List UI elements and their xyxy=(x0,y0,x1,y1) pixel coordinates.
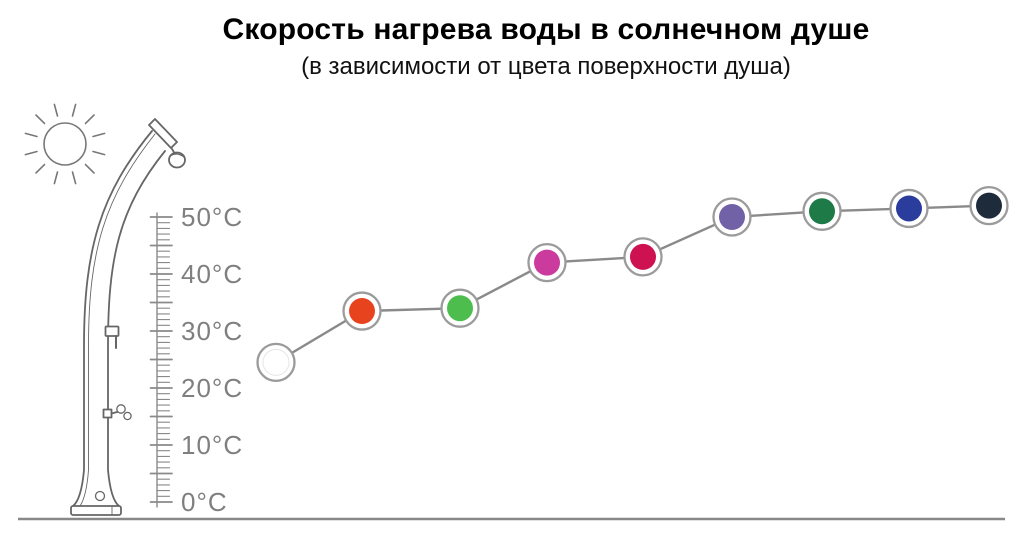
solar-shower-icon xyxy=(70,118,186,516)
sun-ray xyxy=(35,163,46,174)
data-point-crimson xyxy=(623,237,663,277)
sun-ray xyxy=(84,114,95,125)
point-fill-white xyxy=(262,348,290,376)
data-point-purple xyxy=(712,197,752,237)
point-fill-dark-green xyxy=(809,198,835,225)
sun-ray xyxy=(71,103,77,117)
point-fill-magenta xyxy=(534,249,560,276)
sun-ray xyxy=(24,150,38,156)
heating-trend-line xyxy=(275,204,990,364)
sun-ray xyxy=(24,132,38,138)
sun-ray xyxy=(35,114,46,125)
sun-ray xyxy=(53,103,59,117)
point-fill-purple xyxy=(719,204,745,230)
data-point-green xyxy=(440,288,480,328)
axis-tick-label: 0°C xyxy=(181,487,228,517)
axis-tick-label: 50°C xyxy=(181,202,244,232)
sun-ray xyxy=(53,171,59,185)
point-fill-navy-black xyxy=(976,192,1002,219)
point-fill-orange-red xyxy=(349,298,375,325)
sun-icon xyxy=(24,103,106,185)
point-fill-green xyxy=(447,295,473,322)
axis-tick-label: 40°C xyxy=(181,259,244,289)
point-fill-crimson xyxy=(630,243,656,270)
data-point-white xyxy=(256,342,296,383)
sun-ray xyxy=(84,163,95,174)
data-point-blue xyxy=(889,188,929,229)
axis-tick-label: 20°C xyxy=(181,373,244,403)
data-point-navy-black xyxy=(969,185,1009,226)
sun-ray xyxy=(92,132,106,138)
chart-subtitle: (в зависимости от цвета поверхности душа… xyxy=(301,53,791,80)
sun-ray xyxy=(92,150,106,156)
data-point-orange-red xyxy=(342,291,382,331)
thermometer-ruler-icon xyxy=(149,212,173,508)
axis-tick-label: 10°C xyxy=(181,430,244,460)
heating-line-chart xyxy=(256,185,1009,383)
data-point-dark-green xyxy=(802,191,842,231)
point-fill-blue xyxy=(896,195,922,222)
sun-ray xyxy=(71,171,77,185)
chart-title: Скорость нагрева воды в солнечном душе xyxy=(222,13,870,46)
axis-tick-label: 30°C xyxy=(181,316,244,346)
data-point-magenta xyxy=(527,242,567,283)
